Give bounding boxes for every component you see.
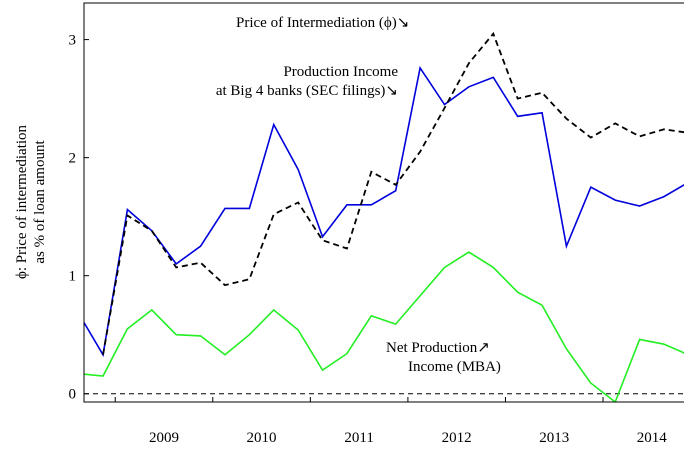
x-tick-label: 2011 bbox=[344, 430, 373, 446]
x-tick-label: 2012 bbox=[442, 430, 472, 446]
annotation: Income (MBA) bbox=[408, 359, 501, 375]
plot-frame bbox=[83, 2, 684, 403]
y-tick-label: 0 bbox=[69, 387, 77, 403]
plot: 0 1 2 3 2009 2010 2011 2012 2013 2014 bbox=[69, 31, 684, 446]
annotation: Production Income bbox=[283, 64, 398, 80]
x-tick-label: 2009 bbox=[149, 430, 179, 446]
y-axis-label: ϕ: Price of intermediation as % of loan … bbox=[14, 124, 48, 279]
series-line bbox=[84, 251, 684, 402]
annotation: Net Production↗ bbox=[386, 340, 490, 356]
series-line bbox=[84, 65, 684, 358]
x-tick-label: 2013 bbox=[539, 430, 569, 446]
y-tick-label: 1 bbox=[69, 269, 77, 285]
annotation: at Big 4 banks (SEC filings)↘ bbox=[216, 83, 398, 99]
x-tick-label: 2010 bbox=[247, 430, 277, 446]
lines bbox=[84, 31, 684, 402]
y-tick-label: 2 bbox=[69, 151, 77, 167]
annotation: Price of Intermediation (ϕ)↘ bbox=[236, 15, 409, 31]
y-tick-label: 3 bbox=[69, 33, 77, 49]
series-line bbox=[102, 31, 684, 355]
y-label-line: ϕ: Price of intermediation bbox=[14, 124, 30, 279]
y-label-line: as % of loan amount bbox=[32, 140, 48, 264]
x-tick-label: 2014 bbox=[637, 430, 668, 446]
